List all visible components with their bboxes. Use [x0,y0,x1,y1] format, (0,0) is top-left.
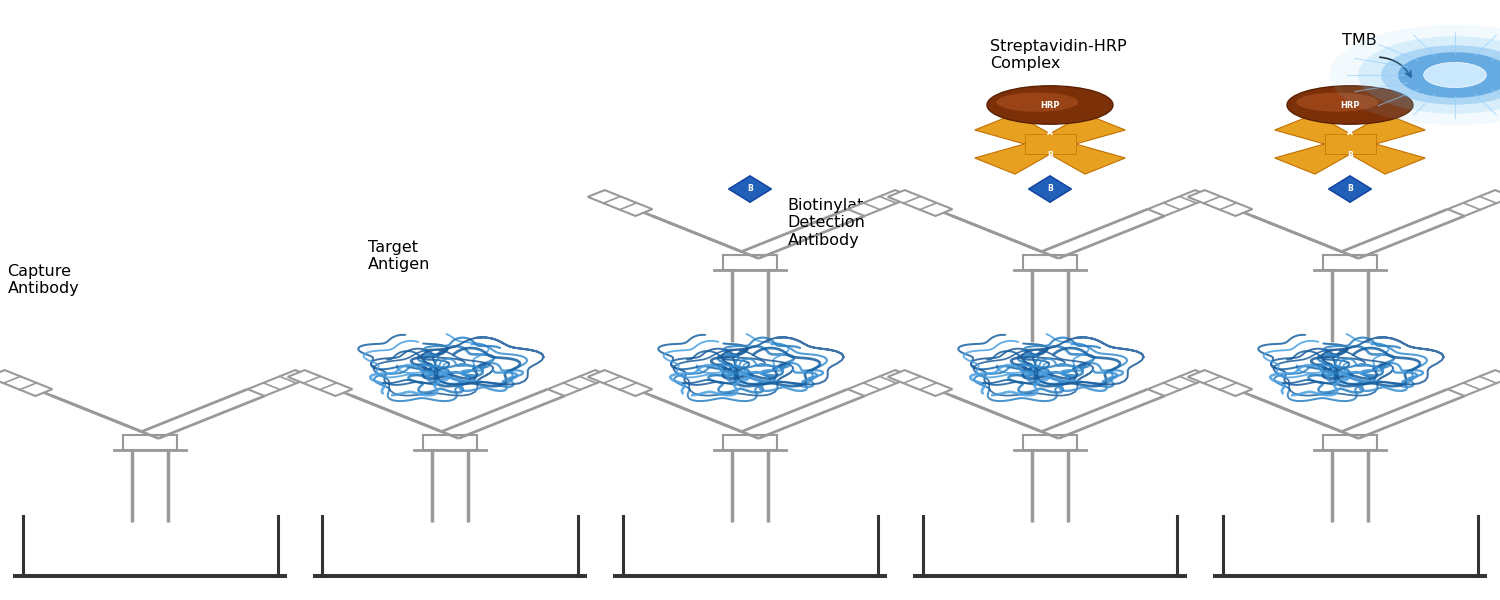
Text: HRP: HRP [1041,100,1059,109]
Polygon shape [729,176,771,202]
Ellipse shape [1296,92,1378,112]
Text: A: A [1347,128,1353,137]
Polygon shape [1040,140,1125,174]
Text: B: B [1047,151,1053,160]
Text: TMB: TMB [1342,33,1377,48]
FancyBboxPatch shape [723,435,777,450]
Polygon shape [288,370,352,396]
Polygon shape [888,370,952,396]
Polygon shape [975,114,1060,148]
Circle shape [1358,36,1500,114]
Polygon shape [248,370,312,396]
Polygon shape [1040,114,1125,148]
Circle shape [1329,25,1500,125]
Polygon shape [1448,190,1500,216]
Text: Capture
Antibody: Capture Antibody [8,264,80,296]
Text: A: A [1047,128,1053,137]
Polygon shape [1188,190,1252,216]
FancyBboxPatch shape [1323,255,1377,270]
Polygon shape [847,190,912,216]
Circle shape [1398,52,1500,98]
FancyBboxPatch shape [1324,134,1376,154]
FancyBboxPatch shape [1023,435,1077,450]
FancyBboxPatch shape [1323,435,1377,450]
Ellipse shape [987,86,1113,124]
Circle shape [1424,62,1486,88]
Polygon shape [1188,370,1252,396]
Polygon shape [548,370,612,396]
Polygon shape [1340,140,1425,174]
Text: B: B [747,184,753,193]
FancyBboxPatch shape [1023,255,1077,270]
Polygon shape [1275,114,1360,148]
Polygon shape [588,190,652,216]
Polygon shape [1029,176,1071,202]
FancyBboxPatch shape [423,435,477,450]
FancyBboxPatch shape [1024,134,1075,154]
Text: Biotinylated
Detection
Antibody: Biotinylated Detection Antibody [788,198,883,248]
Polygon shape [847,370,912,396]
Text: Target
Antigen: Target Antigen [368,240,430,272]
Text: B: B [1347,184,1353,193]
Ellipse shape [996,92,1078,112]
FancyBboxPatch shape [123,435,177,450]
Text: B: B [1047,184,1053,193]
Polygon shape [1340,114,1425,148]
Polygon shape [1148,370,1212,396]
Polygon shape [0,370,53,396]
Circle shape [1382,46,1500,104]
Ellipse shape [1287,86,1413,124]
Polygon shape [888,190,952,216]
Polygon shape [1275,140,1360,174]
Polygon shape [588,370,652,396]
FancyBboxPatch shape [723,255,777,270]
Text: B: B [1347,151,1353,160]
Polygon shape [1148,190,1212,216]
Text: Streptavidin-HRP
Complex: Streptavidin-HRP Complex [990,39,1126,71]
Polygon shape [1448,370,1500,396]
Polygon shape [975,140,1060,174]
Text: HRP: HRP [1341,100,1359,109]
Polygon shape [1329,176,1371,202]
